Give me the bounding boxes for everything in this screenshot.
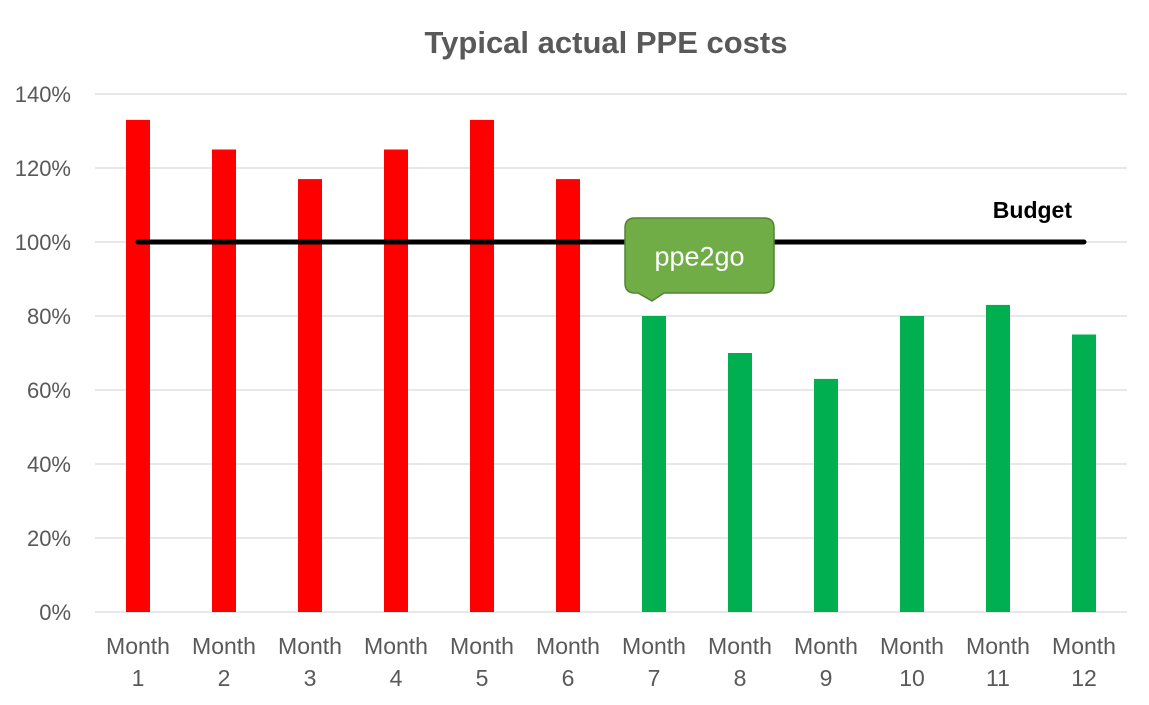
y-tick-label: 20% xyxy=(27,526,71,551)
bar-month-6 xyxy=(556,179,580,612)
y-tick-label: 0% xyxy=(39,600,71,625)
x-category-label: Month xyxy=(708,633,772,659)
x-category-label: Month xyxy=(364,633,428,659)
x-axis-categories: Month 1 Month 2 Month 3 Month 4 Month 5 Month 6 Mont… xyxy=(106,633,1116,691)
x-category-label: Month xyxy=(622,633,686,659)
x-category-label: 4 xyxy=(390,665,403,691)
budget-reference: Budget xyxy=(135,197,1087,245)
x-category-label: 12 xyxy=(1071,665,1097,691)
y-tick-label: 120% xyxy=(15,156,71,181)
x-category-label: 6 xyxy=(562,665,575,691)
x-category-label: 2 xyxy=(218,665,231,691)
x-category-label: 9 xyxy=(820,665,833,691)
x-category-label: 3 xyxy=(304,665,317,691)
x-category-label: 1 xyxy=(132,665,145,691)
bar-month-5 xyxy=(470,119,494,613)
y-tick-label: 60% xyxy=(27,378,71,403)
x-category-label: 11 xyxy=(986,665,1010,691)
bar-month-3 xyxy=(298,179,322,612)
bar-month-9 xyxy=(814,378,838,612)
bar-month-2 xyxy=(212,149,236,612)
gridlines xyxy=(95,93,1127,613)
bar-month-10 xyxy=(900,316,924,612)
bar-month-12 xyxy=(1072,334,1096,612)
callout-bubble xyxy=(624,217,775,302)
x-category-label: 10 xyxy=(899,665,925,691)
bar-month-11 xyxy=(986,304,1010,612)
y-tick-label: 80% xyxy=(27,304,71,329)
bar-month-1 xyxy=(126,119,150,613)
x-category-label: Month xyxy=(1052,633,1116,659)
ppe2go-callout: ppe2go xyxy=(624,217,775,302)
bars xyxy=(126,119,1096,613)
chart-title: Typical actual PPE costs xyxy=(425,25,788,60)
budget-label: Budget xyxy=(993,197,1073,223)
bar-month-7 xyxy=(642,316,666,612)
y-tick-label: 40% xyxy=(27,452,71,477)
x-category-label: Month xyxy=(192,633,256,659)
y-tick-label: 100% xyxy=(15,230,71,255)
x-category-label: Month xyxy=(278,633,342,659)
x-category-label: 5 xyxy=(476,665,489,691)
bar-month-8 xyxy=(728,353,752,612)
y-tick-label: 140% xyxy=(15,82,71,107)
x-category-label: Month xyxy=(880,633,944,659)
y-axis-ticks: 0% 20% 40% 60% 80% 100% 120% 140% xyxy=(15,82,71,625)
x-category-label: Month xyxy=(450,633,514,659)
x-category-label: 8 xyxy=(734,665,747,691)
x-category-label: Month xyxy=(536,633,600,659)
x-category-label: Month xyxy=(106,633,170,659)
bar-month-4 xyxy=(384,149,408,612)
x-category-label: Month xyxy=(966,633,1030,659)
x-category-label: 7 xyxy=(648,665,661,691)
callout-text: ppe2go xyxy=(654,242,744,272)
x-category-label: Month xyxy=(794,633,858,659)
